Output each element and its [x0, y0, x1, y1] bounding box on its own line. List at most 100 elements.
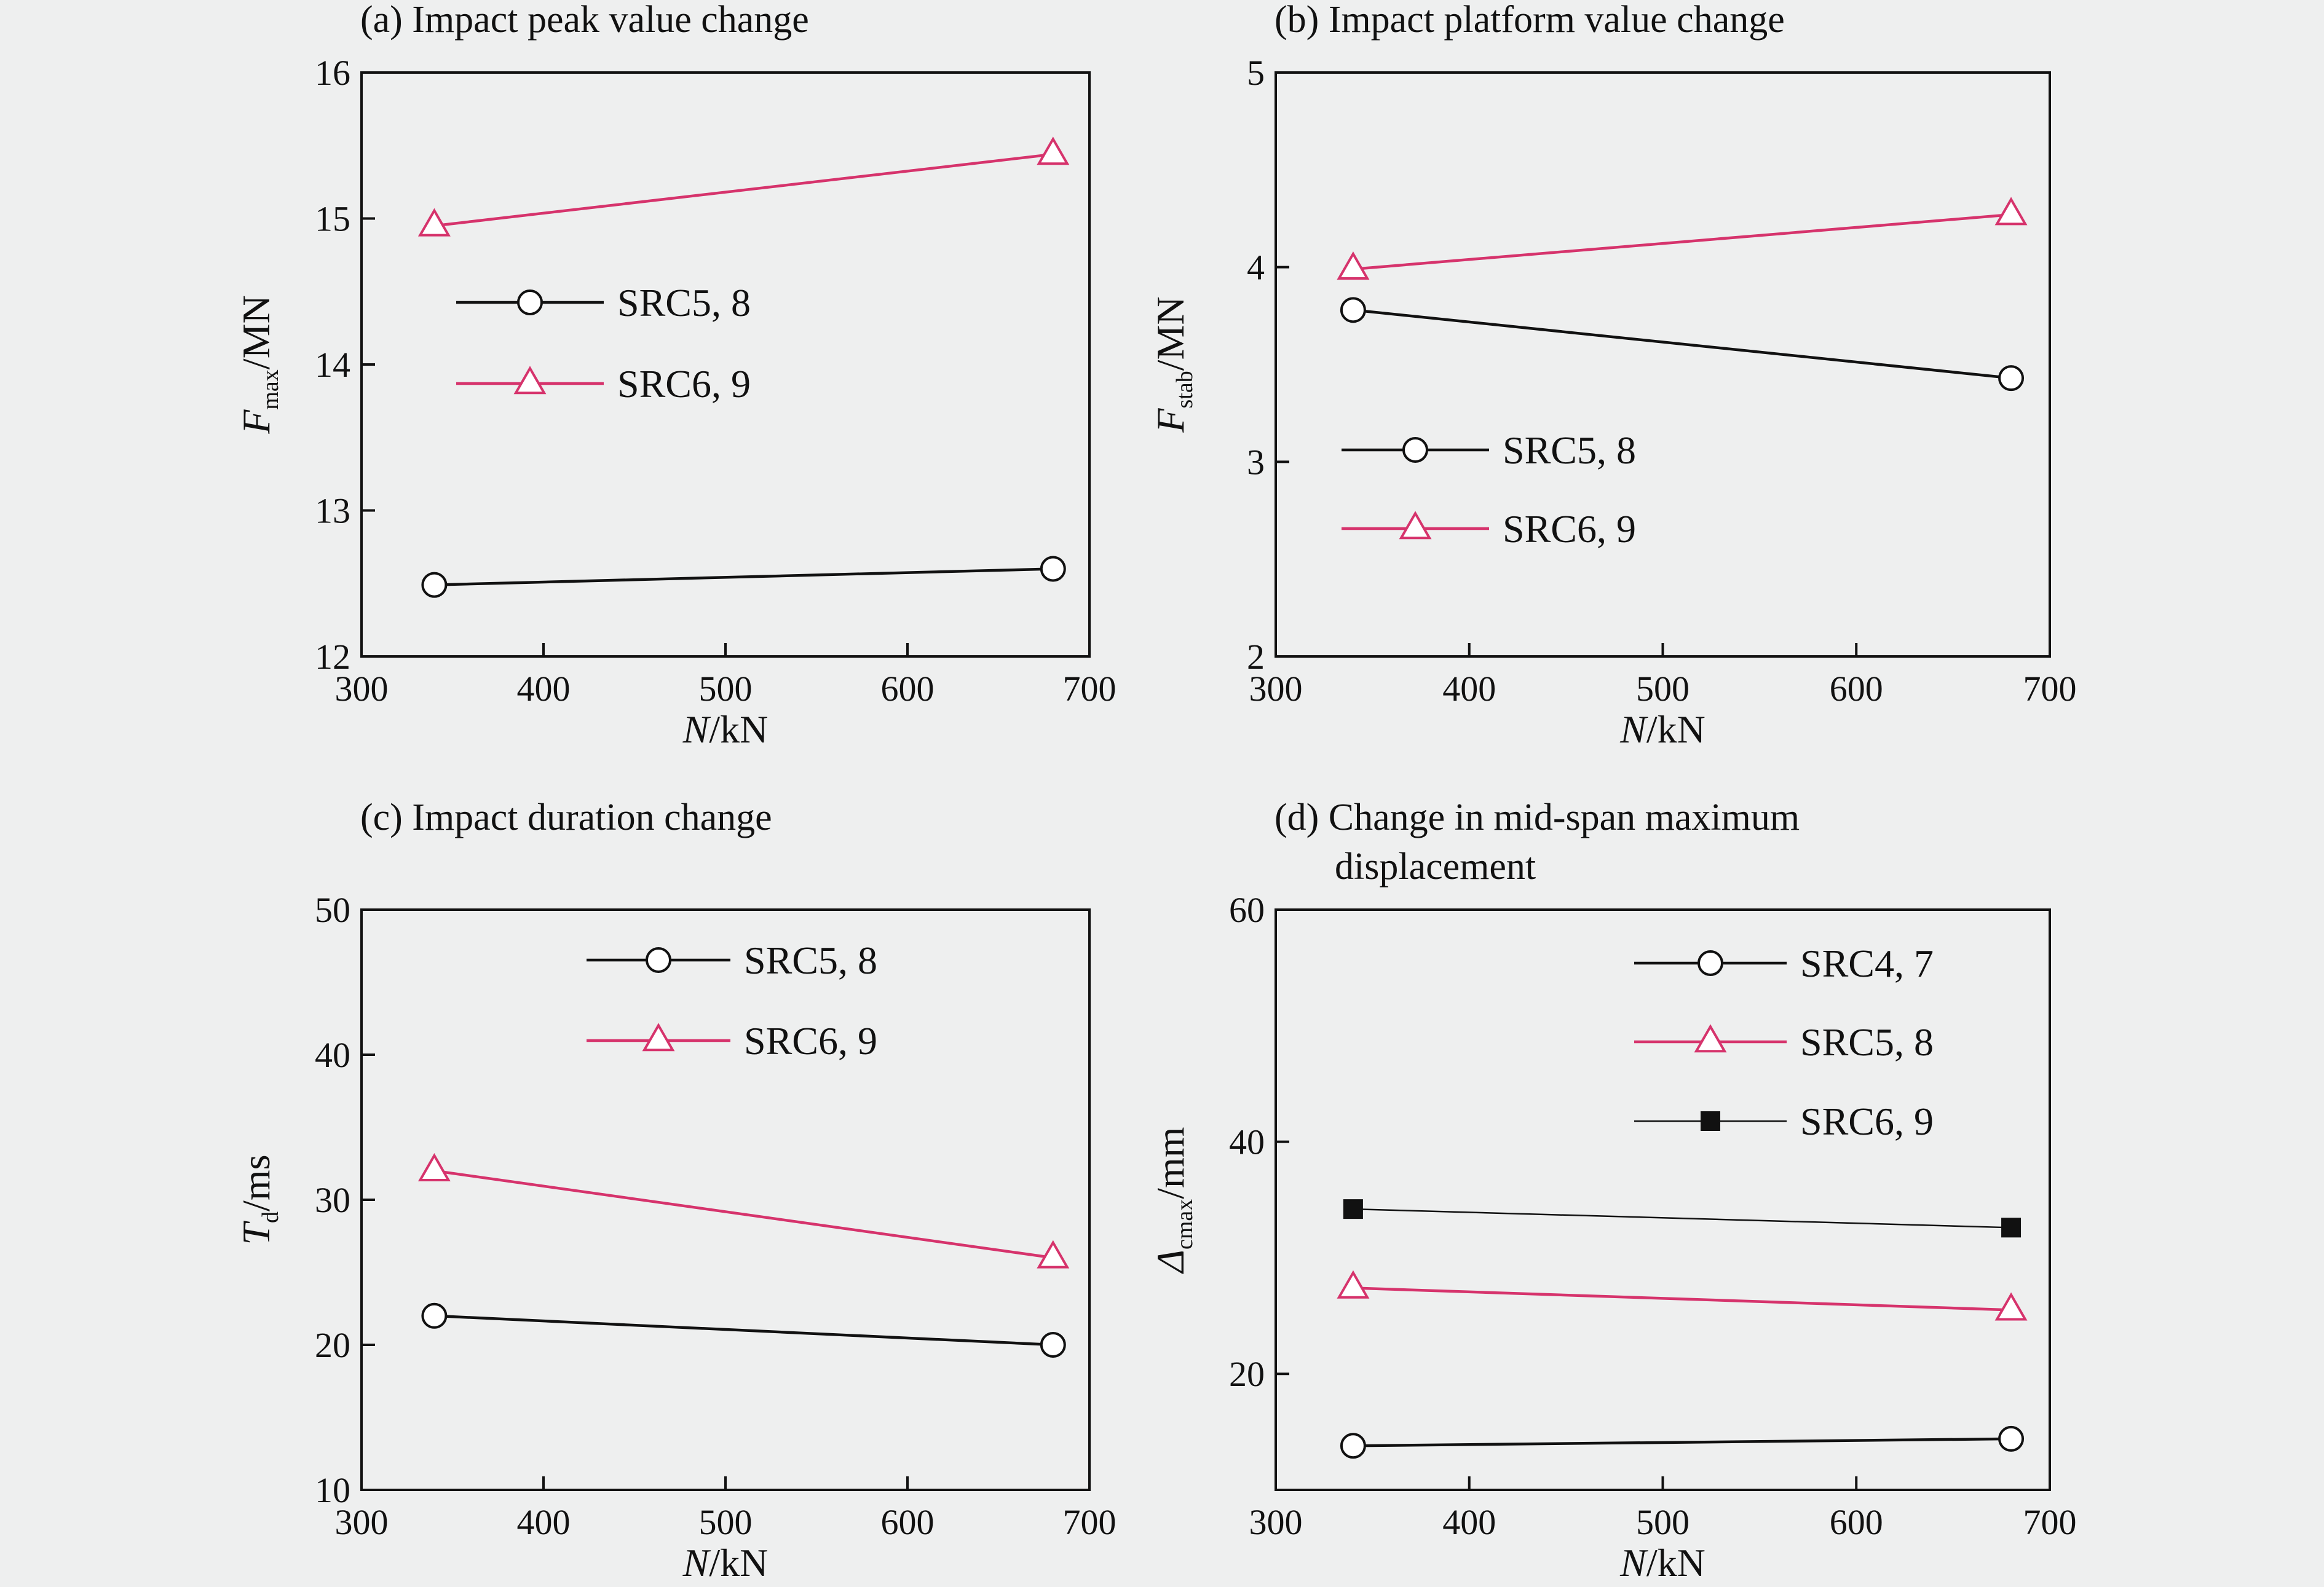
chart-2-series-2: SRC6, 9 — [1337, 197, 2028, 551]
chart-4-legend-3-label: SRC6, 9 — [1800, 1100, 1934, 1143]
chart-1-series-2-point — [1037, 136, 1070, 165]
chart-4-series-1-line — [1353, 1437, 2012, 1447]
chart-1-ytick-label: 12 — [315, 637, 350, 677]
chart-4-series-1-point — [1998, 1425, 2025, 1452]
chart-1-xlabel-unit: /kN — [709, 707, 768, 751]
chart-3-ytick-label: 50 — [315, 890, 350, 930]
chart-2-xtick-label: 400 — [1442, 669, 1496, 709]
chart-4-legend-3-marker — [1701, 1111, 1720, 1131]
chart-1-legend-2-label: SRC6, 9 — [617, 362, 751, 406]
chart-3-frame — [360, 908, 1091, 1491]
chart-1-xtick-label: 500 — [699, 669, 753, 709]
chart-2-series-1-point — [1998, 365, 2025, 392]
chart-4-series-1: SRC4, 7 — [1340, 942, 2025, 1459]
chart-1-series-2-line — [434, 152, 1054, 227]
chart-2-legend-1-label: SRC5, 8 — [1503, 428, 1636, 472]
chart-4-xlabel: N/kN — [1619, 1541, 1705, 1585]
chart-2-xlabel-unit: /kN — [1646, 707, 1705, 751]
chart-2-ytick-label: 3 — [1247, 442, 1265, 482]
chart-4-ylabel: Δcmax/mm — [1148, 1127, 1198, 1274]
chart-3-xtick-label: 700 — [1063, 1502, 1117, 1542]
chart-4-legend-2-label: SRC5, 8 — [1800, 1020, 1934, 1064]
chart-3-ytick-label: 10 — [315, 1470, 350, 1510]
chart-1-ylabel-subscript: max — [258, 369, 283, 409]
chart-3-ylabel-symbol: T — [234, 1221, 278, 1245]
chart-3-series-2: SRC6, 9 — [417, 1019, 1070, 1269]
chart-4-xtick-label: 300 — [1249, 1502, 1303, 1542]
chart-panel-3: (c) Impact duration change 300 400 500 600 70… — [234, 797, 1117, 1585]
chart-2-title: (b) Impact platform value change — [1275, 0, 1785, 41]
chart-4-series-3-point — [1343, 1199, 1363, 1219]
chart-3-legend-2-label: SRC6, 9 — [744, 1019, 877, 1063]
chart-3-series-2-point — [1037, 1240, 1070, 1269]
chart-3-series-2-line — [434, 1169, 1054, 1259]
chart-3-title: (c) Impact duration change — [360, 797, 772, 838]
chart-1-ylabel: Fmax/MN — [234, 295, 283, 434]
chart-2-xtick-label: 500 — [1636, 669, 1690, 709]
chart-1-xtick-label: 400 — [517, 669, 571, 709]
chart-panel-4: (d) Change in mid-span maximum displaceme… — [1148, 797, 2077, 1585]
chart-2-ylabel-subscript: stab — [1172, 371, 1198, 408]
chart-3-ylabel-unit: /ms — [234, 1154, 278, 1211]
chart-panel-1: (a) Impact peak value change 300 400 500 600… — [234, 0, 1117, 751]
chart-1-legend-2-marker — [513, 366, 547, 395]
chart-3-xlabel-unit: /kN — [709, 1541, 768, 1585]
chart-1-ytick-label: 13 — [315, 491, 350, 531]
chart-2-ytick-label: 5 — [1247, 53, 1265, 93]
chart-1-series-1-line — [434, 567, 1053, 586]
chart-1-xlabel: N/kN — [682, 707, 769, 751]
chart-4-series-1-point — [1340, 1433, 1366, 1459]
chart-3-series-1: SRC5, 8 — [421, 939, 1066, 1358]
chart-2-series-1: SRC5, 8 — [1340, 297, 2025, 472]
chart-2-series-2-point — [1337, 251, 1370, 280]
chart-1-xtick-label: 600 — [881, 669, 935, 709]
chart-3-ylabel: Td/ms — [234, 1154, 283, 1245]
chart-3-series-1-line — [434, 1314, 1053, 1347]
chart-3-series-2-point — [417, 1152, 451, 1181]
chart-2-xlabel: N/kN — [1619, 707, 1705, 751]
chart-4-ytick-label: 40 — [1229, 1122, 1265, 1162]
chart-1-title: (a) Impact peak value change — [360, 0, 809, 41]
chart-3-ytick-label: 30 — [315, 1180, 350, 1220]
chart-4-ylabel-symbol: Δ — [1148, 1250, 1192, 1275]
chart-1-series-1: SRC5, 8 — [421, 281, 1066, 598]
chart-4-legend-1-marker — [1698, 950, 1723, 976]
chart-4-legend-2-marker — [1694, 1024, 1727, 1053]
chart-2-ytick-label: 2 — [1247, 637, 1265, 677]
chart-1-legend-1-label: SRC5, 8 — [617, 281, 751, 325]
chart-2-xtick-label: 700 — [2023, 669, 2077, 709]
chart-4-ytick-label: 20 — [1229, 1354, 1265, 1394]
chart-4-xlabel-unit: /kN — [1646, 1541, 1705, 1585]
chart-1-ytick-label: 15 — [315, 199, 350, 239]
chart-3-ytick-label: 40 — [315, 1035, 350, 1075]
chart-2-legend-2-label: SRC6, 9 — [1503, 507, 1636, 551]
chart-1-series-1-point — [1040, 556, 1066, 582]
chart-2-frame — [1275, 71, 2051, 658]
chart-4-ylabel-unit: /mm — [1148, 1127, 1192, 1199]
chart-1-ytick-label: 16 — [315, 53, 350, 93]
chart-1-xtick-label: 300 — [335, 669, 389, 709]
chart-2-legend-2-marker — [1399, 511, 1432, 540]
chart-3-legend-2-marker — [642, 1023, 675, 1052]
chart-2-xlabel-symbol: N — [1619, 707, 1648, 751]
chart-4-xlabel-symbol: N — [1619, 1541, 1648, 1585]
chart-2-xtick-label: 300 — [1249, 669, 1303, 709]
chart-1-ylabel-unit: /MN — [234, 295, 278, 369]
chart-2-ylabel-unit: /MN — [1148, 296, 1192, 371]
chart-3-ytick-label: 20 — [315, 1325, 350, 1365]
chart-4-legend-1-label: SRC4, 7 — [1800, 942, 1934, 985]
chart-4-frame — [1275, 908, 2051, 1491]
chart-3-legend-1-marker — [646, 947, 671, 973]
chart-2-series-2-line — [1353, 213, 2012, 271]
chart-2-series-1-line — [1353, 309, 2012, 380]
chart-3-xtick-label: 600 — [881, 1502, 935, 1542]
chart-2-xtick-label: 600 — [1830, 669, 1883, 709]
chart-4-ytick-label: 60 — [1229, 890, 1265, 930]
chart-3-series-1-point — [1040, 1332, 1066, 1358]
chart-4-series-3-point — [2001, 1218, 2022, 1238]
chart-3-legend-1-label: SRC5, 8 — [744, 939, 877, 982]
chart-3-xtick-label: 300 — [335, 1502, 389, 1542]
chart-1-xtick-label: 700 — [1063, 669, 1117, 709]
chart-3-ylabel-subscript: d — [258, 1211, 283, 1223]
